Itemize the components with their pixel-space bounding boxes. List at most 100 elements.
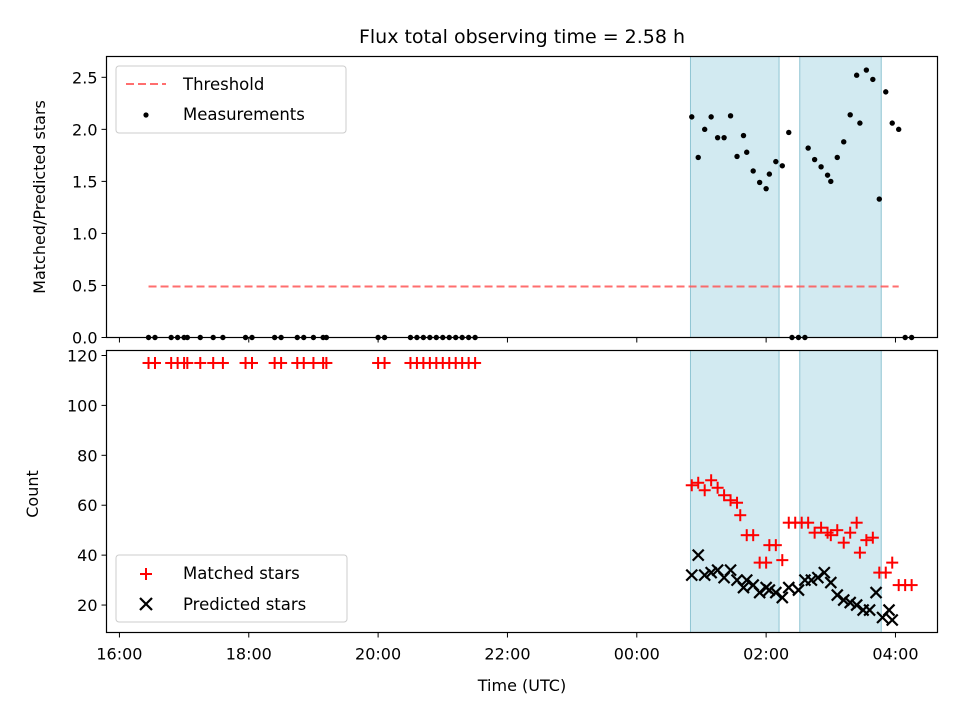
matched-star-marker: [731, 496, 744, 509]
measurement-point: [786, 129, 792, 136]
y-tick-label: 2.0: [72, 120, 97, 139]
legend-measurements-label: Measurements: [183, 105, 305, 124]
predicted-star-marker: [837, 593, 851, 607]
y-tick-label: 2.5: [72, 68, 97, 87]
measurement-point: [828, 178, 834, 185]
ratio-panel-frame: [105, 55, 939, 339]
measurement-point: [883, 89, 889, 95]
matched-star-marker: [469, 356, 482, 369]
legend-measurement-dot-icon: [143, 112, 149, 118]
matched-star-marker: [866, 531, 879, 544]
measurement-point: [853, 72, 860, 78]
x-tick-label: 00:00: [614, 645, 660, 664]
matched-star-marker: [824, 529, 837, 542]
y-tick-label: 120: [67, 346, 98, 365]
measurement-point: [841, 139, 847, 145]
measurement-point: [701, 126, 708, 133]
count-panel: 16:00 18:00 20:00 22:00 00:00 02:00 04:00 20 40 6…: [23, 346, 939, 664]
measurement-point: [763, 185, 769, 192]
matched-star-marker: [734, 509, 747, 522]
matched-star-marker: [692, 476, 705, 489]
legend-matched-label: Matched stars: [183, 564, 300, 583]
ratio-legend-box: [115, 65, 347, 134]
predicted-star-marker: [782, 581, 796, 594]
matched-star-marker: [850, 516, 863, 529]
matched-star-marker: [879, 566, 892, 579]
measurement-point: [689, 114, 695, 120]
matched-star-marker: [698, 484, 711, 497]
matched-star-marker: [860, 534, 873, 547]
matched-star-marker: [769, 539, 782, 552]
matched-star-marker: [802, 516, 815, 529]
x-axis-label: Time (UTC): [477, 676, 566, 695]
matched-star-marker: [808, 526, 821, 539]
predicted-star-marker: [818, 566, 831, 579]
count-panel-frame: [105, 349, 939, 634]
measurement-point: [857, 120, 863, 126]
measurement-point: [876, 196, 882, 202]
predicted-star-marker: [863, 603, 876, 617]
predicted-star-marker: [737, 581, 750, 594]
measurement-point: [824, 172, 831, 178]
legend-predicted-label: Predicted stars: [183, 595, 306, 614]
matched-star-marker: [149, 356, 162, 369]
x-tick-label: 02:00: [743, 645, 789, 664]
y-tick-label: 40: [77, 546, 97, 565]
measurement-point: [895, 126, 902, 133]
matched-star-marker: [747, 529, 760, 542]
x-tick-label: 22:00: [484, 645, 530, 664]
predicted-star-marker: [805, 573, 818, 587]
measurement-point: [811, 156, 818, 163]
matched-star-marker: [886, 556, 899, 569]
y-tick-label: 0.0: [72, 329, 97, 348]
matched-star-marker: [711, 481, 724, 494]
legend-matched-plus-icon: [140, 568, 152, 580]
measurement-point: [744, 149, 750, 155]
measurement-point: [870, 76, 876, 83]
measurement-point: [721, 134, 727, 141]
predicted-star-marker: [776, 591, 789, 604]
measurement-point: [695, 154, 701, 161]
predicted-star-marker: [824, 576, 838, 589]
predicted-star-marker: [763, 583, 776, 597]
measurement-point: [847, 112, 853, 118]
matched-star-marker: [705, 474, 718, 487]
measurement-point: [708, 114, 714, 120]
ratio-y-axis-label: Matched/Predicted stars: [30, 100, 49, 294]
measurement-point: [714, 134, 721, 141]
predicted-star-marker: [882, 603, 896, 617]
matched-star-marker: [320, 356, 333, 369]
measurement-point: [750, 168, 756, 174]
y-tick-label: 0.5: [72, 276, 97, 295]
matched-star-marker: [194, 356, 207, 369]
predicted-star-marker: [691, 548, 705, 562]
matched-star-marker: [776, 554, 789, 567]
matched-star-marker: [685, 479, 698, 492]
matched-star-marker: [815, 521, 828, 534]
predicted-star-marker: [843, 596, 857, 609]
chart-title: Flux total observing time = 2.58 h: [359, 26, 685, 48]
measurement-point: [834, 154, 840, 161]
predicted-star-marker: [698, 568, 711, 582]
predicted-star-marker: [869, 586, 883, 599]
observing-window-shade: [689, 56, 780, 338]
count-legend-box: [115, 554, 348, 623]
y-tick-label: 1.0: [72, 224, 97, 243]
matched-star-marker: [760, 556, 773, 569]
matched-star-marker: [724, 494, 737, 507]
matched-star-marker: [216, 356, 229, 369]
y-tick-label: 80: [77, 446, 97, 465]
count-y-axis-label: Count: [23, 470, 42, 518]
predicted-star-marker: [685, 568, 699, 582]
y-tick-label: 100: [67, 396, 98, 415]
measurement-point: [889, 120, 895, 126]
ratio-panel: 0.0 0.5 1.0 1.5 2.0 2.5 Matched/Predicted sta…: [30, 55, 939, 348]
measurement-point: [818, 164, 824, 170]
y-tick-label: 20: [77, 596, 97, 615]
count-legend: Matched stars Predicted stars: [115, 554, 348, 623]
matched-star-marker: [837, 536, 850, 549]
legend-threshold-label: Threshold: [182, 75, 264, 94]
predicted-star-marker: [724, 563, 737, 577]
measurement-point: [727, 113, 734, 119]
